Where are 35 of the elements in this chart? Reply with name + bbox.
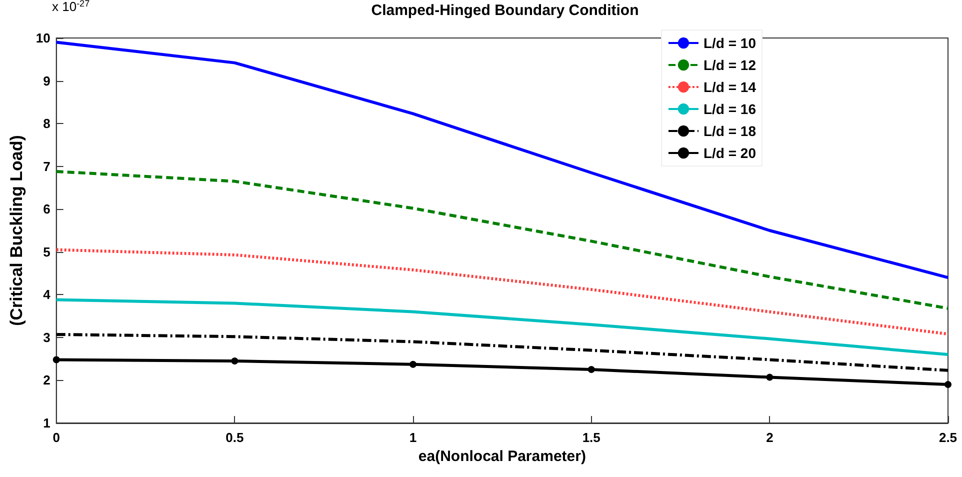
y-tick-label: 5: [43, 244, 50, 260]
y-tick-label: 1: [43, 416, 50, 430]
legend-label: L/d = 14: [703, 79, 756, 95]
line-series: [54, 248, 950, 336]
point: [588, 366, 595, 374]
y-tick-label: 10: [36, 30, 50, 46]
y-tick-label: 4: [43, 287, 52, 302]
y-tick-label: 6: [43, 202, 50, 217]
y-tick-label: 7: [43, 158, 50, 174]
y-tick-label: 3: [43, 330, 50, 345]
legend-label: L/d = 10: [703, 35, 756, 51]
point: [410, 360, 417, 368]
x-tick-label: 2.5: [938, 430, 958, 445]
line-series: [54, 170, 950, 310]
legend-label: L/d = 16: [703, 101, 756, 117]
chart-title: Clamped-Hinged Boundary Condition: [371, 2, 639, 19]
point: [52, 356, 60, 364]
line-series: [54, 298, 950, 356]
x-tick-label: 2: [766, 430, 774, 445]
legend-label: L/d = 12: [703, 57, 756, 73]
x-tick-label: 1: [409, 430, 417, 445]
y-tick-label: 8: [43, 116, 50, 132]
legend-label: L/d = 20: [703, 145, 756, 161]
y-tick-label: 9: [43, 73, 50, 88]
x-axis-title: ea(Nonlocal Parameter): [418, 448, 586, 465]
line-series: [54, 332, 950, 372]
x-tick-label: 0.5: [226, 430, 244, 445]
point: [944, 381, 952, 388]
x-tick-label: 0: [52, 430, 60, 445]
x-tick-label: 1.5: [582, 430, 600, 445]
point: [766, 374, 774, 381]
legend-label: L/d = 18: [703, 123, 756, 139]
y-tick-label: 2: [43, 372, 50, 388]
point: [231, 357, 238, 364]
y-axis-title: (Critical Buckling Load): [7, 135, 26, 326]
